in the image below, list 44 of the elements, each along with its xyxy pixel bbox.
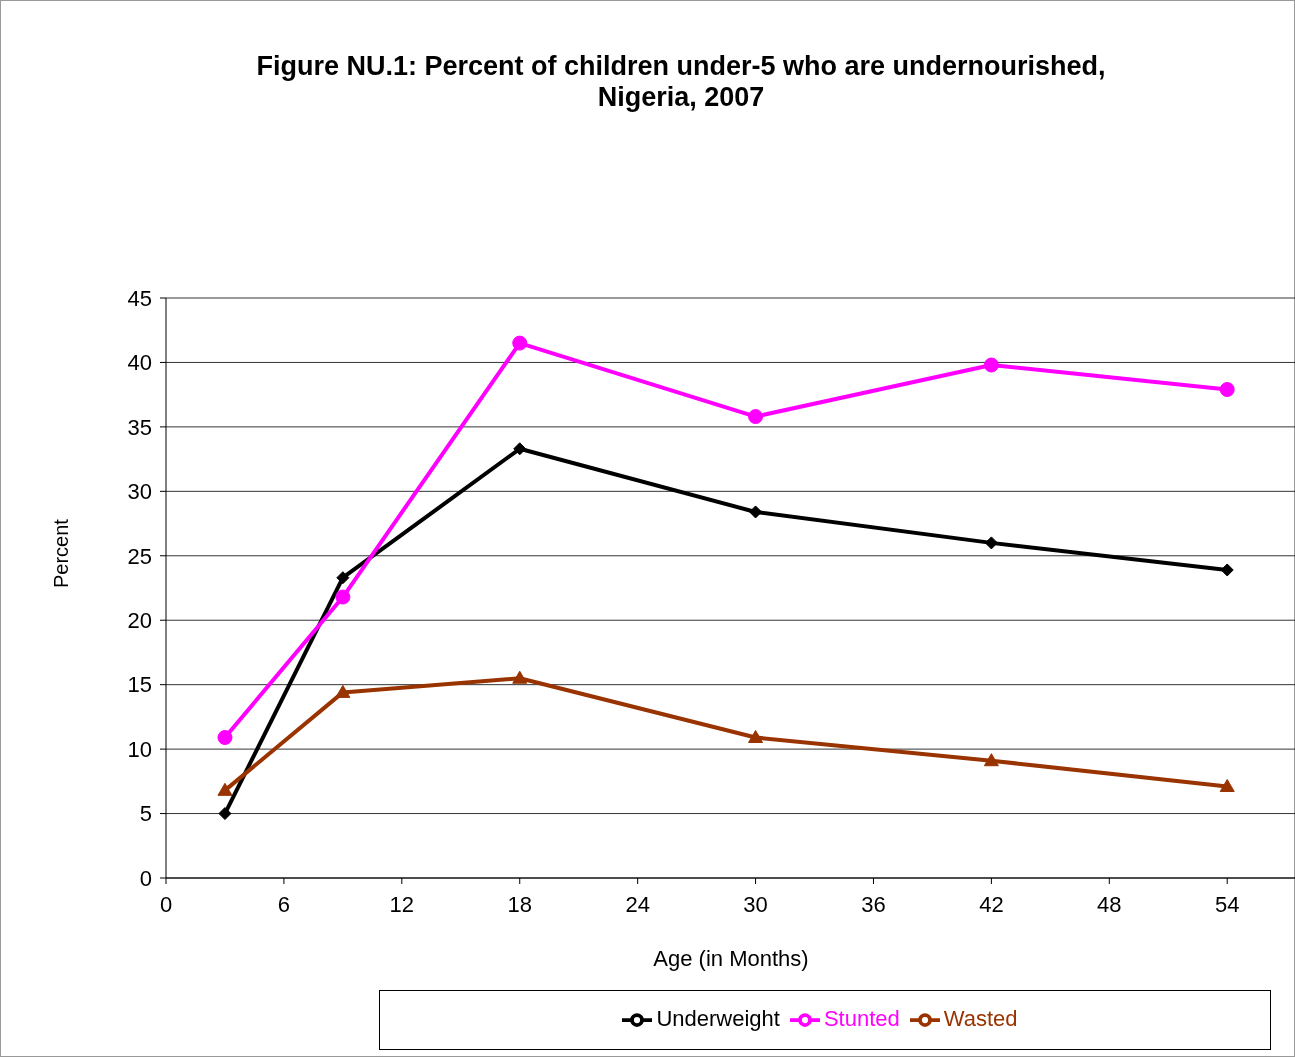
point — [512, 335, 528, 351]
y-tick-label: 10 — [127, 736, 152, 762]
y-axis-title: Percent — [50, 518, 73, 588]
x-tick-label: 18 — [507, 891, 532, 917]
point — [335, 589, 351, 605]
y-tick-label: 15 — [127, 672, 152, 698]
legend-label: Wasted — [943, 1005, 1018, 1031]
y-tick-label: 40 — [127, 350, 152, 376]
point — [1220, 563, 1234, 577]
point — [749, 505, 763, 519]
y-tick-label: 20 — [127, 608, 152, 634]
y-tick-label: 30 — [127, 479, 152, 505]
y-tick-label: 35 — [127, 414, 152, 440]
point — [513, 442, 527, 456]
point — [984, 536, 998, 550]
legend-label: Stunted — [823, 1005, 900, 1031]
y-tick-label: 0 — [139, 865, 152, 891]
x-axis-title: Age (in Months) — [653, 945, 809, 971]
x-tick-label: 0 — [159, 891, 173, 917]
point — [217, 782, 233, 796]
point — [336, 571, 350, 585]
point — [1219, 778, 1235, 792]
x-tick-label: 30 — [743, 891, 768, 917]
point — [217, 730, 233, 746]
x-tick-label: 6 — [277, 891, 291, 917]
point — [748, 730, 764, 744]
chart-title: Figure NU.1: Percent of children under-5 who are undernourished, Nigeria, 2007 — [255, 51, 1107, 113]
x-tick-label: 42 — [979, 891, 1004, 917]
y-tick-label: 45 — [127, 285, 152, 311]
y-tick-label: 5 — [139, 801, 152, 827]
x-tick-label: 54 — [1214, 891, 1240, 917]
point — [1219, 382, 1235, 398]
legend-label: Underweight — [656, 1005, 780, 1031]
point — [218, 807, 232, 821]
x-tick-label: 48 — [1097, 891, 1122, 917]
x-tick-label: 12 — [389, 891, 415, 917]
x-tick-label: 36 — [861, 891, 886, 917]
x-tick-label: 24 — [625, 891, 650, 917]
point — [512, 670, 528, 684]
point — [748, 409, 764, 425]
point — [983, 357, 999, 373]
point — [335, 684, 351, 698]
point — [983, 753, 999, 767]
y-tick-label: 25 — [127, 543, 152, 569]
